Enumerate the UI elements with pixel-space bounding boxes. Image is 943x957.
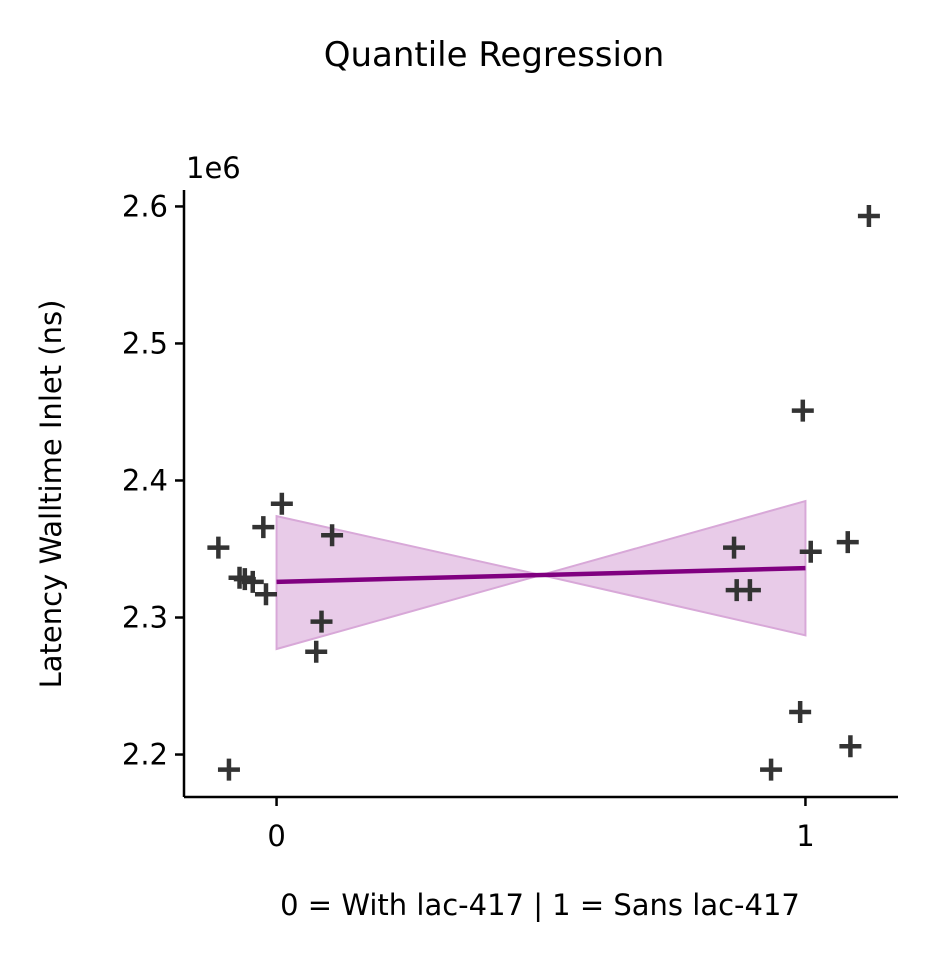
data-point: [217, 758, 240, 781]
data-point: [836, 531, 859, 554]
data-point: [791, 399, 814, 422]
data-point: [254, 583, 277, 606]
data-point: [321, 524, 344, 547]
x-axis-label: 0 = With lac-417 | 1 = Sans lac-417: [280, 888, 800, 922]
y-tick-label: 2.2: [122, 738, 168, 772]
data-point: [857, 205, 880, 228]
data-point: [723, 536, 746, 559]
y-tick-label: 2.5: [122, 326, 168, 360]
data-point: [738, 579, 761, 602]
y-tick-label: 2.6: [122, 189, 168, 223]
plot-area: 2.2 2.3 2.4 2.5 2.6 0 1: [122, 189, 898, 853]
data-point: [799, 540, 822, 563]
data-point: [789, 701, 812, 724]
y-axis-label: Latency Walltime Inlet (ns): [34, 300, 68, 689]
y-offset-label: 1e6: [186, 151, 241, 185]
data-point: [252, 516, 275, 539]
x-tick-label: 0: [267, 819, 285, 853]
data-point: [207, 536, 230, 559]
y-tick-label: 2.4: [122, 463, 168, 497]
y-tick-label: 2.3: [122, 601, 168, 635]
data-point: [305, 640, 328, 663]
x-tick-label: 1: [796, 819, 814, 853]
chart-title: Quantile Regression: [324, 35, 665, 75]
data-point: [310, 610, 333, 633]
regression-line: [276, 565, 806, 585]
data-point: [839, 735, 862, 758]
data-point: [241, 570, 264, 593]
data-point: [270, 492, 293, 515]
data-point: [760, 758, 783, 781]
